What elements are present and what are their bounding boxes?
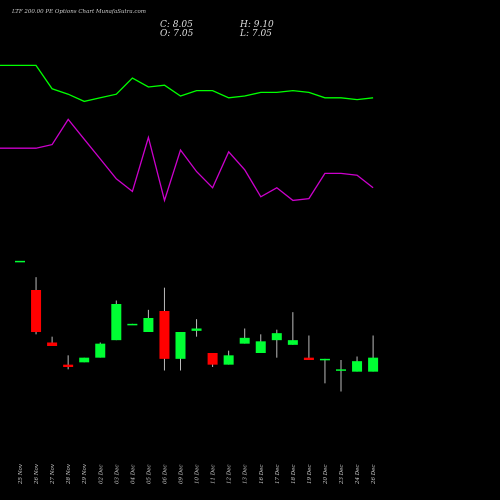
candle-body — [207, 353, 218, 365]
x-tick-label: 16 Dec — [259, 465, 265, 485]
high-value: H: 9.10 — [240, 20, 274, 30]
candle — [31, 277, 42, 335]
candle-body — [271, 333, 282, 341]
candle-body — [79, 357, 90, 363]
x-tick-label: 04 Dec — [130, 465, 136, 485]
candle-body — [127, 323, 138, 326]
x-tick-label: 27 Nov — [50, 463, 56, 485]
low-value: L: 7.05 — [240, 29, 272, 39]
x-tick-label: 06 Dec — [162, 465, 168, 485]
candle-body — [239, 337, 250, 344]
x-tick-label: 24 Dec — [355, 465, 361, 486]
x-tick-label: 19 Dec — [307, 465, 313, 485]
candle-body — [175, 332, 186, 359]
candle — [191, 319, 202, 337]
x-tick-label: 11 Dec — [211, 465, 217, 485]
candle-body — [95, 343, 106, 358]
candle — [159, 287, 170, 371]
candle — [127, 323, 138, 326]
candle-body — [47, 342, 58, 346]
candle — [79, 357, 90, 363]
x-tick-label: 20 Dec — [323, 465, 329, 486]
candle — [319, 358, 330, 384]
x-tick-label: 10 Dec — [195, 465, 201, 485]
x-tick-label: 17 Dec — [275, 465, 281, 485]
x-tick-label: 26 Dec — [371, 465, 377, 486]
candle-body — [159, 311, 170, 359]
x-tick-label: 25 Nov — [18, 463, 24, 485]
x-tick-label: 26 Nov — [34, 463, 40, 485]
x-tick-label: 13 Dec — [243, 465, 249, 485]
chart-title: LTF 200.00 PE Options Chart MunafaSutra.… — [12, 9, 147, 15]
open-value: O: 7.05 — [160, 29, 194, 39]
candle — [111, 300, 122, 341]
candle — [15, 260, 25, 263]
candle — [207, 353, 218, 367]
candle-body — [111, 304, 122, 341]
x-tick-label: 02 Dec — [98, 465, 104, 485]
candle-body — [31, 290, 42, 332]
candle — [352, 356, 363, 372]
candle — [271, 329, 282, 358]
candle — [47, 336, 58, 346]
candle — [336, 360, 346, 392]
x-tick-label: 18 Dec — [291, 465, 297, 485]
candle-body — [336, 369, 346, 371]
x-tick-label: 29 Nov — [82, 463, 88, 485]
candle-body — [303, 357, 314, 360]
candle — [95, 342, 106, 358]
indicator-line-1 — [0, 64, 374, 103]
candle-body — [15, 260, 25, 263]
candle-body — [287, 340, 298, 345]
indicator-line-2 — [0, 118, 374, 203]
candle-body — [352, 361, 363, 372]
candle-body — [143, 318, 154, 332]
x-tick-label: 23 Dec — [339, 465, 345, 486]
candle — [63, 355, 74, 370]
candle — [223, 350, 234, 365]
close-value: C: 8.05 — [160, 20, 193, 30]
candle — [239, 328, 250, 344]
candle-body — [191, 328, 202, 331]
candle — [255, 334, 266, 353]
candle-body — [319, 358, 330, 361]
candle-body — [223, 355, 234, 365]
candle-body — [368, 357, 379, 372]
candle — [368, 335, 379, 372]
x-tick-label: 28 Nov — [66, 463, 72, 485]
candle — [175, 332, 186, 371]
candle-body — [255, 341, 266, 353]
candle — [287, 312, 298, 345]
x-tick-label: 05 Dec — [146, 465, 152, 485]
candle — [303, 335, 314, 360]
candle — [143, 309, 154, 332]
candle-body — [63, 364, 74, 367]
x-tick-label: 09 Dec — [179, 465, 185, 485]
x-tick-label: 12 Dec — [227, 465, 233, 485]
x-tick-label: 03 Dec — [114, 465, 120, 485]
